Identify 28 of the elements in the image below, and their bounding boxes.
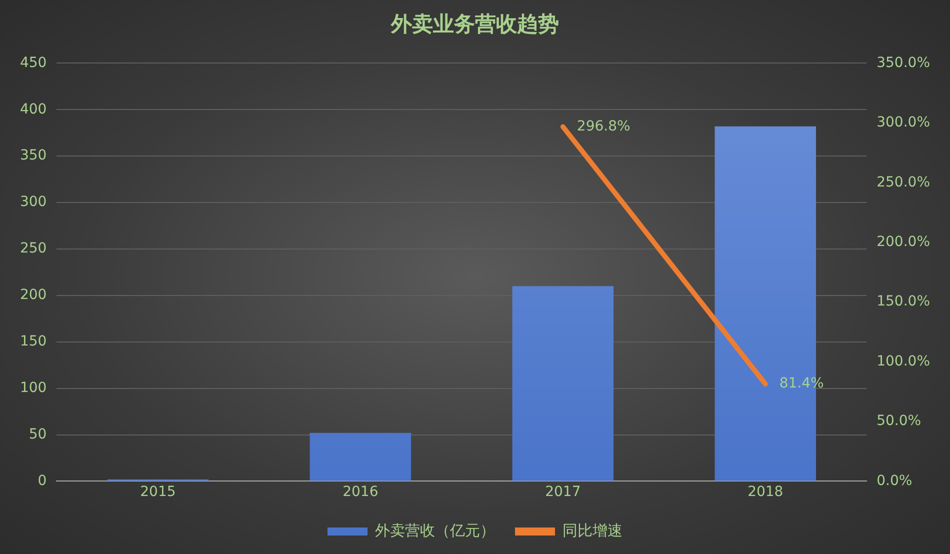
y-tick-label: 150 bbox=[20, 334, 47, 350]
x-tick-label: 2016 bbox=[342, 484, 378, 500]
y-tick-label: 350 bbox=[20, 148, 47, 164]
y2-tick-label: 350.0% bbox=[876, 54, 930, 71]
y2-tick-label: 150.0% bbox=[876, 294, 930, 310]
legend-label: 外卖营收（亿元） bbox=[375, 521, 495, 540]
x-tick-label: 2018 bbox=[748, 484, 784, 500]
y-tick-label: 100 bbox=[20, 380, 47, 396]
y-tick-label: 450 bbox=[20, 54, 47, 71]
y2-tick-label: 0.0% bbox=[876, 472, 912, 489]
bar bbox=[310, 432, 412, 481]
y2-tick-label: 50.0% bbox=[876, 413, 922, 430]
x-tick-label: 2017 bbox=[545, 484, 581, 500]
y2-tick-label: 300.0% bbox=[876, 114, 930, 131]
chart-title: 外卖业务营收趋势 bbox=[390, 12, 559, 36]
legend-label: 同比增速 bbox=[562, 521, 622, 540]
y-tick-label: 250 bbox=[20, 240, 47, 257]
y-tick-label: 50 bbox=[28, 426, 47, 442]
y-tick-label: 300 bbox=[20, 194, 47, 210]
y-tick-label: 200 bbox=[20, 287, 47, 304]
y-tick-label: 0 bbox=[38, 472, 47, 489]
bar bbox=[512, 286, 614, 481]
y2-tick-label: 200.0% bbox=[876, 234, 930, 250]
y-tick-label: 400 bbox=[20, 101, 47, 118]
data-label: 296.8% bbox=[576, 118, 630, 134]
x-tick-label: 2015 bbox=[140, 484, 176, 500]
y2-tick-label: 250.0% bbox=[876, 174, 930, 190]
y2-tick-label: 100.0% bbox=[876, 353, 930, 370]
